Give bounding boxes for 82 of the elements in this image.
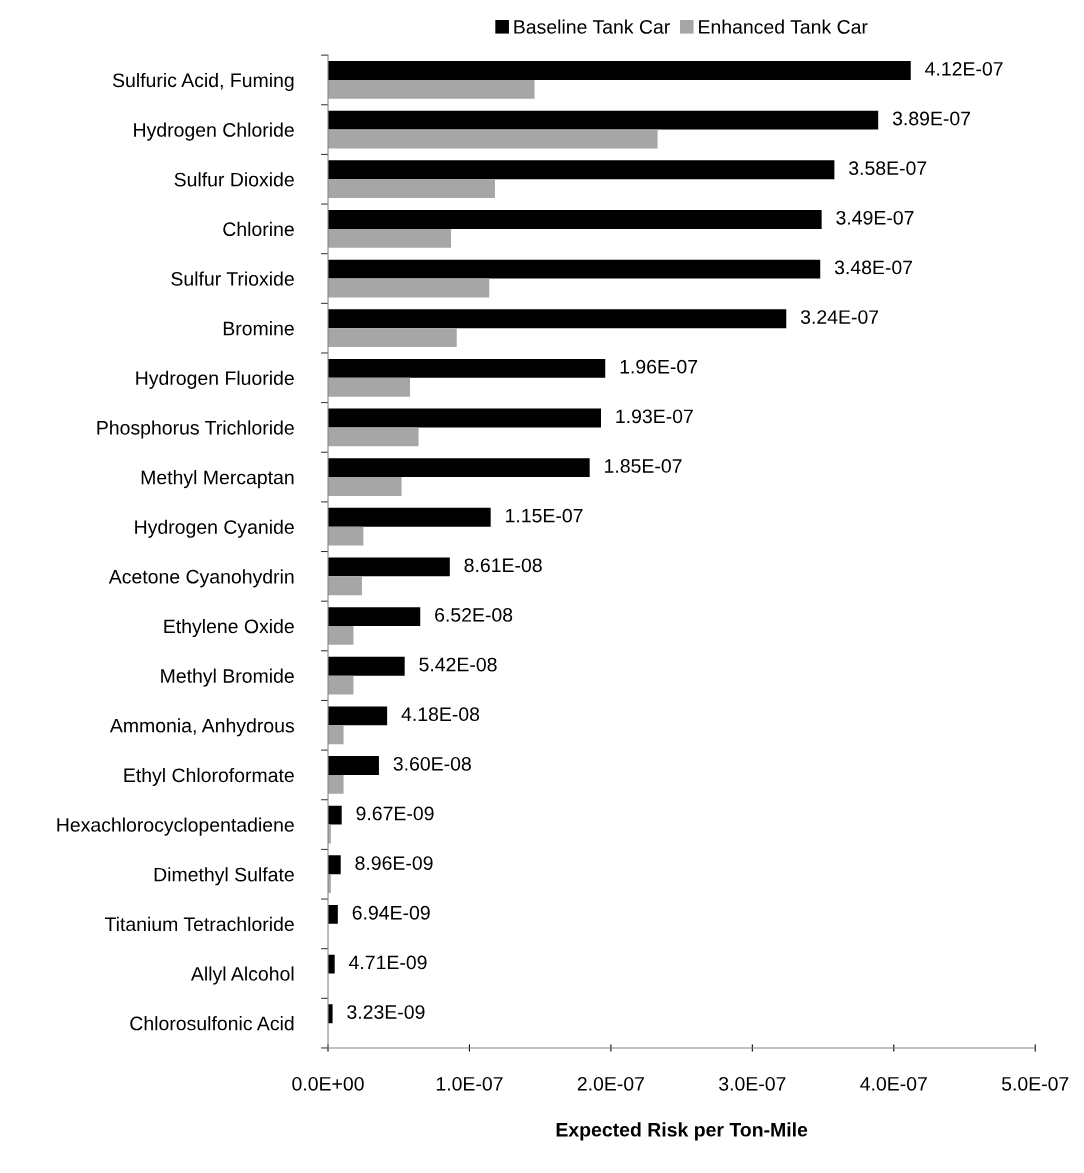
y-tick-label: Hydrogen Chloride (134, 122, 294, 141)
y-tick-label: Phosphorus Trichloride (97, 420, 294, 439)
bar (328, 129, 658, 149)
bar (328, 427, 419, 447)
y-tick-label: Chlorosulfonic Acid (130, 1016, 294, 1031)
bar (328, 706, 388, 726)
bar (328, 179, 495, 199)
x-tick-label: 5.0E-07 (1001, 1076, 1069, 1091)
bar (328, 228, 452, 248)
data-label: 1.93E-07 (616, 409, 693, 424)
data-label: 3.58E-07 (849, 161, 927, 176)
bar (328, 328, 457, 348)
bar (328, 576, 362, 596)
bar (328, 725, 344, 745)
bar (328, 358, 606, 378)
y-tick-label: Hydrogen Fluoride (136, 370, 294, 389)
x-tick-label: 1.0E-07 (436, 1076, 503, 1091)
data-label: 6.52E-08 (435, 608, 513, 622)
y-tick-label: Dimethyl Sulfate (154, 867, 294, 886)
y-tick-label: Acetone Cyanohydrin (108, 569, 294, 588)
bar (328, 607, 421, 627)
data-label: 3.23E-09 (347, 1005, 425, 1019)
x-tick-label: 4.0E-07 (860, 1076, 927, 1091)
bar (328, 904, 338, 924)
bar (328, 377, 411, 397)
data-label: 4.12E-07 (925, 61, 1003, 76)
bar (328, 408, 601, 428)
data-label: 8.96E-09 (355, 856, 433, 870)
bar (328, 855, 341, 875)
y-tick-label: Ethylene Oxide (164, 618, 294, 638)
bar (328, 458, 590, 478)
data-label: 1.96E-07 (620, 359, 698, 374)
data-label: 5.42E-08 (419, 657, 497, 672)
bar (328, 526, 364, 546)
y-tick-label: Hexachlorocyclopentadiene (57, 817, 294, 836)
bar (328, 557, 450, 577)
data-label: 1.85E-07 (605, 459, 682, 473)
y-tick-label: Allyl Alcohol (190, 966, 294, 985)
x-tick-label: 2.0E-07 (577, 1076, 644, 1091)
x-tick-label: 3.0E-07 (719, 1076, 786, 1091)
y-tick-label: Methyl Bromide (161, 668, 294, 687)
legend-label: Baseline Tank Car (514, 19, 670, 34)
bar (328, 79, 535, 99)
bar (328, 210, 822, 229)
bar (328, 110, 879, 130)
bar (328, 805, 342, 825)
data-label: 6.94E-09 (352, 905, 430, 920)
bar (328, 626, 354, 645)
y-tick-label: Titanium Tetrachloride (104, 916, 294, 932)
bar (328, 278, 490, 298)
bar (328, 656, 405, 676)
y-tick-label: Chlorine (223, 221, 294, 237)
data-label: 3.24E-07 (800, 310, 879, 324)
bar (328, 756, 379, 775)
bar (328, 61, 911, 80)
y-tick-label: Sulfur Trioxide (171, 271, 294, 286)
bar (328, 477, 402, 496)
x-tick-label: 0.0E+00 (292, 1076, 364, 1091)
data-label: 3.89E-07 (892, 111, 971, 126)
data-label: 4.18E-08 (401, 707, 480, 722)
bar (328, 675, 354, 695)
bar (328, 160, 835, 180)
y-tick-label: Methyl Mercaptan (141, 470, 294, 489)
y-tick-label: Bromine (223, 321, 294, 336)
x-axis-title: Expected Risk per Ton-Mile (556, 1122, 808, 1141)
data-label: 3.60E-08 (393, 756, 471, 771)
y-tick-label: Ammonia, Anhydrous (109, 718, 294, 737)
legend-label: Enhanced Tank Car (699, 19, 868, 34)
y-tick-label: Ethyl Chloroformate (124, 767, 294, 787)
data-label: 9.67E-09 (356, 806, 434, 821)
bar (328, 309, 787, 329)
y-tick-label: Hydrogen Cyanide (135, 519, 294, 538)
data-label: 1.15E-07 (506, 508, 583, 523)
bar (328, 507, 491, 527)
bar (328, 259, 821, 279)
data-label: 8.61E-08 (464, 558, 542, 573)
y-tick-label: Sulfur Dioxide (174, 172, 294, 187)
data-label: 3.48E-07 (834, 260, 913, 275)
data-label: 4.71E-09 (349, 955, 427, 970)
data-label: 3.49E-07 (836, 210, 914, 225)
y-tick-label: Sulfuric Acid, Fuming (112, 72, 294, 92)
bar (328, 774, 344, 794)
